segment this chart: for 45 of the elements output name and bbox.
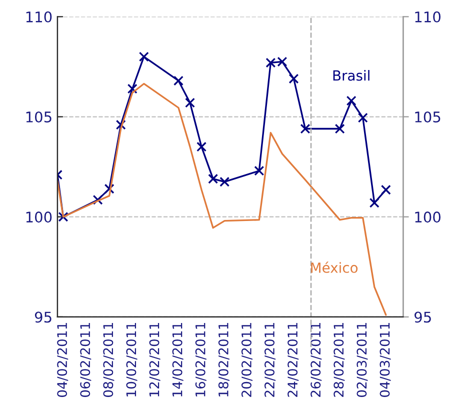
point [185, 98, 196, 108]
point [208, 174, 218, 184]
y-tick-label: 110 [26, 11, 52, 22]
point [300, 124, 310, 134]
point [334, 124, 345, 134]
point [288, 74, 299, 84]
point [127, 84, 138, 94]
x-tick-label: 14/02/2011 [172, 323, 184, 396]
x-tick-label: 18/02/2011 [218, 323, 230, 396]
x-tick-label: 08/02/2011 [103, 323, 114, 397]
x-tick-label: 12/02/2011 [149, 323, 160, 396]
point [220, 176, 230, 187]
x-tick-label: 06/02/2011 [80, 323, 92, 397]
x-tick-label: 16/02/2011 [195, 323, 206, 396]
point [173, 76, 184, 86]
point [346, 96, 356, 106]
y-tick-label: 95 [34, 312, 52, 323]
x-tick-label: 02/03/2011 [356, 323, 368, 397]
y2-tick-label: 95 [414, 312, 431, 323]
x-tick-label: 28/02/2011 [334, 323, 345, 397]
y2-tick-label: 110 [415, 11, 440, 22]
x-tick-label: 26/02/2011 [310, 323, 322, 397]
point [369, 198, 380, 208]
point [92, 194, 103, 205]
point [116, 120, 126, 130]
series-label: México [311, 262, 358, 273]
point [196, 142, 207, 152]
x-tick-label: 22/02/2011 [264, 323, 276, 397]
y-tick-label: 105 [26, 111, 52, 123]
x-tick-label: 24/02/2011 [288, 323, 299, 397]
x-tick-label: 20/02/2011 [241, 323, 252, 397]
y2-tick-label: 105 [415, 111, 440, 123]
x-tick-label: 04/03/2011 [380, 323, 391, 397]
point [358, 112, 368, 123]
point [58, 212, 68, 222]
y2-tick-label: 100 [415, 212, 440, 223]
point [138, 52, 149, 62]
x-tick-label: 10/02/2011 [126, 323, 138, 396]
line-series [57, 82, 387, 316]
series-label: Brasil [333, 70, 370, 81]
point [380, 184, 391, 195]
point [104, 184, 114, 194]
x-tick-label: 04/02/2011 [57, 323, 68, 397]
point [254, 166, 264, 176]
y-tick-label: 100 [26, 212, 52, 223]
